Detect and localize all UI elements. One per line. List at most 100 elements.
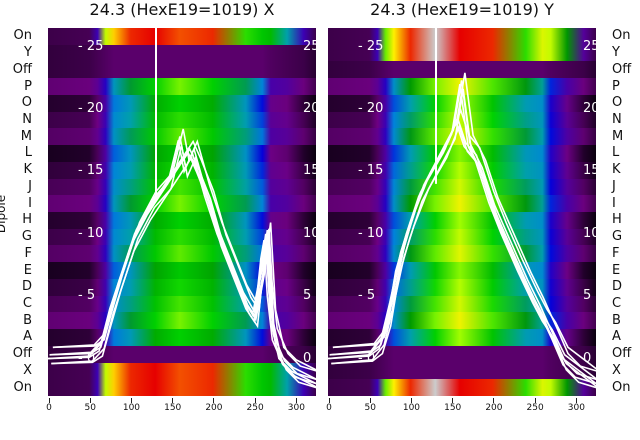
overlay-ytick-right: 20 (303, 101, 316, 117)
x-tick-label: 0 (326, 403, 332, 413)
overlay-ytick: - 20 (78, 101, 104, 117)
x-tick: 100 (396, 398, 426, 413)
row-label: L (612, 145, 620, 161)
heatmap-row-k (328, 161, 596, 180)
row-label: H (22, 212, 32, 228)
row-label: X (612, 362, 621, 378)
overlay-ytick: - 25 (78, 38, 104, 54)
x-tick-mark (452, 398, 454, 403)
heatmap-row-off (328, 61, 596, 79)
row-label: B (612, 312, 621, 328)
heatmap-row-h (328, 212, 596, 230)
heatmap-row-off (328, 345, 596, 364)
x-tick: 200 (479, 398, 509, 413)
overlay-ytick-right: 15 (303, 163, 316, 179)
row-label: A (23, 329, 32, 345)
heatmap-row-on (48, 379, 316, 396)
overlay-ytick-right: 25 (303, 38, 316, 54)
heatmap-row-j (328, 178, 596, 196)
heatmap-panel-x: - 0 0 - 5 5 - 10 10 - 15 15 - 20 20 - 25 25 (48, 28, 316, 396)
x-tick: 150 (158, 398, 188, 413)
heatmap-row-y (328, 44, 596, 62)
x-tick-mark (172, 398, 174, 403)
row-label: On (13, 28, 32, 44)
x-tick-label: 250 (526, 403, 544, 413)
x-tick: 100 (116, 398, 146, 413)
x-tick-mark (89, 398, 91, 403)
x-tick: 0 (34, 398, 64, 413)
x-tick: 150 (438, 398, 468, 413)
overlay-ytick: - 20 (358, 101, 384, 117)
overlay-ytick: - 0 (78, 350, 96, 366)
overlay-ytick-right: 5 (583, 288, 592, 304)
x-tick-label: 50 (84, 403, 96, 413)
x-tick: 50 (355, 398, 385, 413)
heatmap-row-b (48, 312, 316, 330)
heatmap-row-j (48, 178, 316, 196)
heatmap-row-h (48, 212, 316, 230)
heatmap-row-i (48, 195, 316, 213)
row-label: D (612, 279, 623, 295)
overlay-ytick: - 15 (358, 163, 384, 179)
heatmap-row-a (48, 329, 316, 347)
overlay-ytick-right: 10 (303, 225, 316, 241)
x-tick: 250 (240, 398, 270, 413)
row-label: F (24, 245, 32, 261)
row-label: G (21, 229, 32, 245)
x-tick: 250 (520, 398, 550, 413)
row-label: M (612, 128, 624, 144)
overlay-trace (329, 115, 596, 380)
overlay-ytick-right: 15 (583, 163, 596, 179)
overlay-ytick: - 15 (78, 163, 104, 179)
x-tick-label: 150 (164, 403, 182, 413)
heatmap-row-n (328, 111, 596, 129)
overlay-ytick-right: 0 (583, 350, 592, 366)
row-label: I (28, 195, 32, 211)
x-tick-mark (575, 398, 577, 403)
row-label: L (24, 145, 32, 161)
row-label: E (23, 262, 32, 278)
heatmap-row-p (48, 78, 316, 96)
row-label: On (612, 28, 631, 44)
x-tick-label: 100 (402, 403, 421, 413)
overlay-ytick: - 5 (78, 288, 96, 304)
x-tick-mark (295, 398, 297, 403)
row-label: J (28, 178, 32, 194)
overlay-ytick: - 0 (358, 350, 376, 366)
x-tick-mark (369, 398, 371, 403)
overlay-ytick: - 25 (358, 38, 384, 54)
x-tick-label: 300 (287, 403, 305, 413)
row-label: J (612, 178, 616, 194)
row-label: On (13, 379, 32, 395)
row-label: H (612, 212, 622, 228)
row-label: P (24, 78, 32, 94)
row-label: O (21, 95, 32, 111)
x-tick: 300 (561, 398, 591, 413)
row-label: Off (612, 346, 632, 362)
heatmap-row-i (328, 195, 596, 213)
row-label: G (612, 229, 623, 245)
x-tick-mark (328, 398, 330, 403)
overlay-ytick-right: 10 (583, 225, 596, 241)
heatmap-row-e (48, 262, 316, 280)
heatmap-row-on (328, 379, 596, 396)
overlay-ytick-right: 0 (303, 350, 312, 366)
row-label: Y (24, 45, 32, 61)
row-label: K (612, 162, 621, 178)
overlay-trace (51, 145, 316, 388)
heatmap-row-on (328, 28, 596, 46)
chart-title-x: 24.3 (HexE19=1019) X (89, 0, 275, 19)
x-tick-label: 0 (46, 403, 52, 413)
x-tick-label: 100 (122, 403, 141, 413)
heatmap-row-on (48, 28, 316, 46)
x-tick-mark (130, 398, 132, 403)
overlay-ytick: - 10 (358, 225, 384, 241)
row-label: F (612, 245, 620, 261)
x-tick: 300 (281, 398, 311, 413)
overlay-trace (52, 128, 316, 371)
chart-title-y: 24.3 (HexE19=1019) Y (370, 0, 554, 19)
overlay-ytick: - 10 (78, 225, 104, 241)
x-tick: 0 (314, 398, 344, 413)
overlay-ytick: - 5 (358, 288, 376, 304)
heatmap-row-n (48, 111, 316, 129)
